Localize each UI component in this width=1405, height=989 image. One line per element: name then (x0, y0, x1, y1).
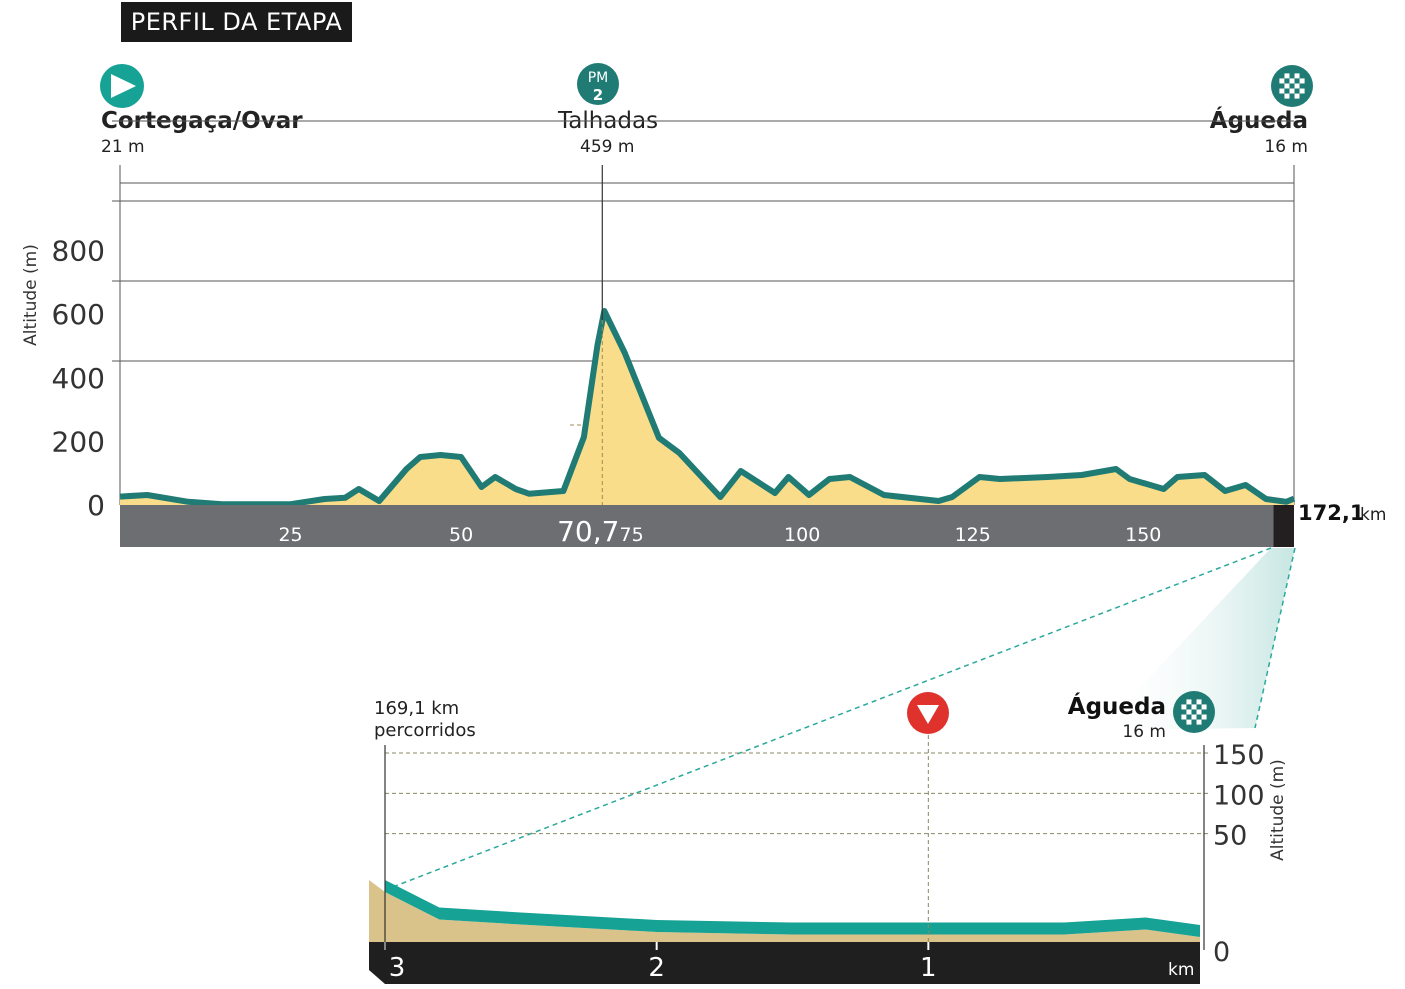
zoom-y-tick-label: 100 (1213, 780, 1265, 811)
red-down-triangle-icon (907, 692, 949, 734)
main-y-ticks: 0 200 400 600 800 (52, 235, 105, 522)
zoom-finish-name: Águeda (1068, 692, 1166, 720)
km-band (120, 505, 1294, 547)
main-x-tick-label: 100 (784, 524, 820, 546)
zoom-finish-altitude: 16 m (1122, 722, 1166, 742)
main-y-tick-label: 800 (52, 235, 105, 268)
zoom-y-tick-label: 0 (1213, 937, 1230, 968)
zoom-x-ticks: 3 2 1 (384, 735, 937, 983)
main-grid (112, 120, 1295, 505)
checkered-flag-icon-zoom (1173, 691, 1215, 733)
zoom-x-tick-label: 2 (648, 953, 665, 983)
zoom-x-tick-label: 1 (920, 953, 937, 983)
main-y-tick-label: 0 (87, 489, 105, 522)
main-y-axis-label: Altitude (m) (21, 244, 41, 346)
main-x-ticks: 25 50 75 100 125 150 (278, 524, 1161, 546)
finish-place-altitude: 16 m (1264, 137, 1308, 157)
zoom-base (369, 942, 1200, 984)
zoom-y-tick-label: 50 (1213, 821, 1247, 852)
zoom-x-unit: km (1168, 960, 1194, 980)
main-x-tick-label: 75 (620, 524, 644, 546)
zoom-line-right (1254, 547, 1296, 729)
climb-badge-category: 2 (593, 86, 603, 104)
main-y-tick-label: 600 (52, 298, 105, 331)
total-distance-unit: km (1360, 505, 1386, 525)
zoom-cone (1100, 548, 1295, 730)
checkered-flag-icon (1271, 65, 1313, 107)
zoom-start-caption: percorridos (374, 720, 476, 741)
zoom-grid (385, 745, 1208, 950)
zoom-start-distance: 169,1 km (374, 698, 459, 719)
profile-area (120, 311, 1294, 505)
climb-km-label: 70,7 (557, 515, 619, 548)
finish-km-block (1273, 505, 1294, 547)
main-x-tick-label: 25 (278, 524, 302, 546)
start-place-altitude: 21 m (101, 137, 145, 157)
total-distance: 172,1 (1298, 501, 1364, 525)
play-triangle-icon (100, 64, 144, 108)
zoom-y-ticks: 0 50 100 150 (1213, 740, 1265, 968)
page-title: PERFIL DA ETAPA (121, 2, 352, 42)
main-x-tick-label: 125 (955, 524, 991, 546)
zoom-road-surface (385, 880, 1200, 937)
zoom-y-axis-label: Altitude (m) (1268, 759, 1288, 861)
main-x-tick-label: 150 (1125, 524, 1161, 546)
zoom-y-tick-label: 150 (1213, 740, 1265, 771)
main-y-tick-label: 200 (52, 425, 105, 458)
climb-altitude: 459 m (580, 137, 635, 157)
main-x-tick-label: 50 (449, 524, 473, 546)
profile-line (119, 308, 1296, 508)
main-y-tick-label: 400 (52, 362, 105, 395)
mountain-pass-icon: PM 2 (577, 63, 619, 105)
zoom-ground (369, 880, 1200, 942)
zoom-x-tick-label: 3 (389, 953, 406, 983)
climb-badge-top: PM (588, 70, 609, 86)
